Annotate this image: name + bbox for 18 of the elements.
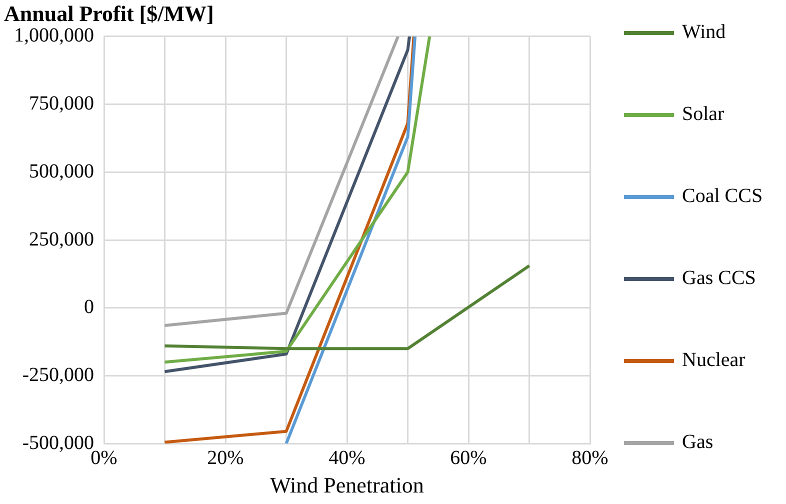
x-tick-label: 20% [207, 446, 244, 469]
x-tick-label: 80% [572, 446, 608, 469]
x-axis-title: Wind Penetration [270, 472, 424, 498]
chart-title: Annual Profit [$/MW] [4, 0, 214, 26]
y-tick-label: 750,000 [29, 92, 94, 115]
legend-label: Solar [682, 103, 724, 126]
legend-label: Nuclear [682, 349, 746, 372]
legend-label: Coal CCS [682, 185, 763, 208]
x-tick-label: 40% [328, 446, 366, 469]
y-tick-label: 500,000 [29, 160, 94, 182]
y-tick-label: 0 [84, 296, 94, 318]
y-tick-label: 1,000,000 [14, 24, 94, 47]
legend-label: Gas [682, 431, 714, 454]
legend-label: Gas CCS [682, 267, 756, 290]
y-tick-label: 250,000 [29, 228, 94, 250]
y-tick-label: -250,000 [22, 364, 94, 386]
legend-label: Wind [682, 21, 726, 44]
x-tick-label: 60% [450, 446, 487, 469]
